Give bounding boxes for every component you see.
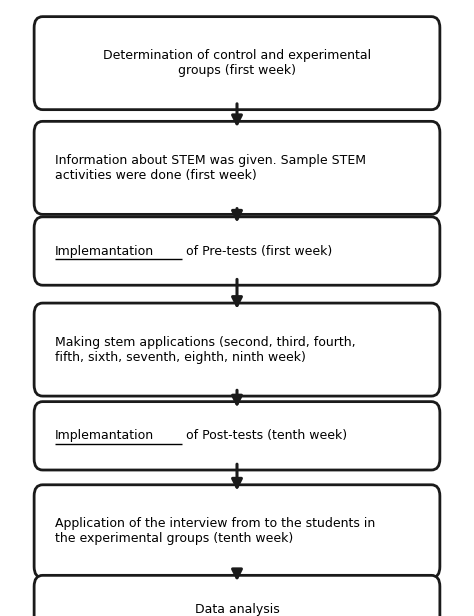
Text: Information about STEM was given. Sample STEM
activities were done (first week): Information about STEM was given. Sample…	[55, 154, 365, 182]
Text: Implemantation: Implemantation	[55, 429, 154, 442]
FancyBboxPatch shape	[34, 303, 440, 396]
Text: of Post-tests (tenth week): of Post-tests (tenth week)	[182, 429, 347, 442]
Text: Implemantation: Implemantation	[55, 245, 154, 257]
Text: of Pre-tests (first week): of Pre-tests (first week)	[182, 245, 333, 257]
FancyBboxPatch shape	[34, 402, 440, 470]
Text: Making stem applications (second, third, fourth,
fifth, sixth, seventh, eighth, : Making stem applications (second, third,…	[55, 336, 355, 363]
Text: Application of the interview from to the students in
the experimental groups (te: Application of the interview from to the…	[55, 517, 375, 545]
FancyBboxPatch shape	[34, 121, 440, 214]
FancyBboxPatch shape	[34, 217, 440, 285]
FancyBboxPatch shape	[34, 485, 440, 578]
Text: Determination of control and experimental
groups (first week): Determination of control and experimenta…	[103, 49, 371, 77]
FancyBboxPatch shape	[34, 575, 440, 616]
Text: Data analysis: Data analysis	[195, 603, 279, 616]
FancyBboxPatch shape	[34, 17, 440, 110]
